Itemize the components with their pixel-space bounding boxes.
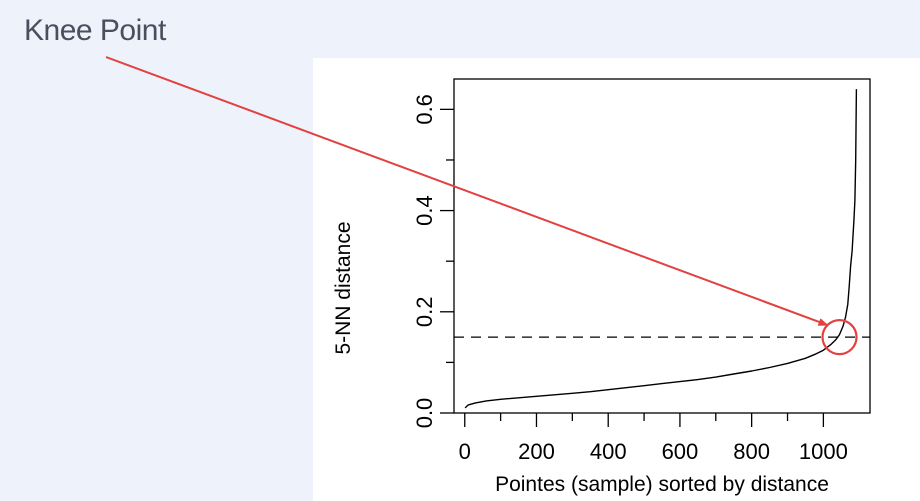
x-axis-title: Pointes (sample) sorted by distance [495,473,829,496]
y-tick-label: 0.0 [412,398,437,429]
x-tick-label: 800 [733,439,770,464]
x-tick-label: 400 [590,439,627,464]
series-line [464,89,858,409]
y-tick-label: 0.6 [412,94,437,125]
plot-frame [453,78,871,414]
plot-panel: 0.0 0.2 0.4 0.6 0 200 400 600 800 1000 5-NN dist… [313,58,920,501]
y-tick-label: 0.2 [412,296,437,327]
x-tick-label: 1000 [799,439,848,464]
x-axis: 0 200 400 600 800 1000 [459,413,848,464]
x-tick-label: 0 [459,439,471,464]
y-axis-title: 5-NN distance [332,221,355,354]
chart: 0.0 0.2 0.4 0.6 0 200 400 600 800 1000 5-NN dist… [332,78,871,496]
y-tick-label: 0.4 [412,195,437,226]
x-tick-label: 600 [662,439,699,464]
x-tick-label: 200 [518,439,555,464]
knee-point-label: Knee Point [24,14,166,47]
y-axis: 0.0 0.2 0.4 0.6 [412,94,454,428]
